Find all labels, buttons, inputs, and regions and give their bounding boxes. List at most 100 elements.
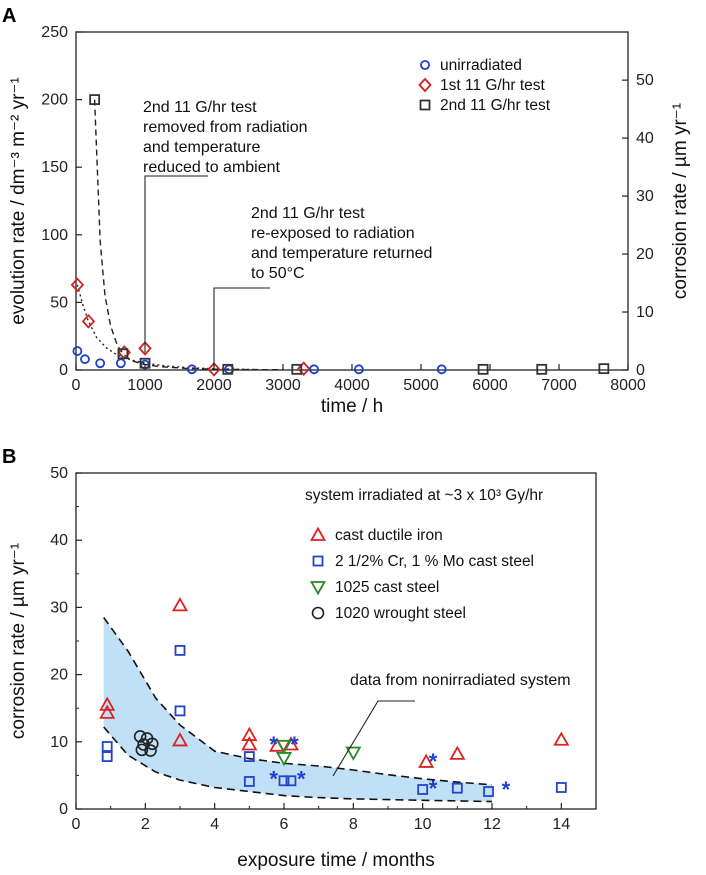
chart-b-legend-marker — [311, 606, 325, 620]
chart-b-point-square — [555, 782, 567, 793]
chart-b-point-asterisk: * — [269, 732, 278, 757]
chart-a-point-diamond — [70, 277, 85, 293]
chart-a-annotation-text: 2nd 11 G/hr test — [143, 99, 257, 116]
chart-b-point-triangle-up — [553, 731, 570, 746]
chart-a-xtick-label: 4000 — [334, 377, 370, 394]
chart-a-point-diamond — [138, 341, 152, 356]
chart-a-ytick-label: 50 — [50, 294, 68, 311]
chart-b-legend-marker — [309, 526, 327, 541]
chart-b-legend-marker — [309, 581, 327, 596]
chart-a-annotation-text: reduced to ambient — [143, 159, 281, 176]
chart-b-point-square — [101, 751, 113, 762]
chart-a-point-circle — [436, 364, 447, 375]
chart-b-point-circle-open — [135, 743, 149, 757]
chart-a-point-square — [89, 94, 101, 105]
chart-a-fit-line — [76, 284, 256, 371]
chart-b-xtick-label: 10 — [414, 816, 432, 833]
chart-a-annotation-text: and temperature — [143, 139, 261, 156]
chart-b-band-upper — [103, 617, 493, 786]
chart-a-point-square — [477, 363, 489, 375]
chart-b-legend-marker — [312, 555, 324, 567]
chart-b-point-triangle-up — [99, 696, 116, 711]
chart-b-legend-label: 2 1/2% Cr, 1 % Mo cast steel — [335, 553, 534, 570]
chart-a-point-square — [536, 363, 548, 375]
chart-b-point-circle-open — [133, 730, 147, 743]
chart-b-xtick-label: 8 — [349, 816, 358, 833]
chart-a-annotation-pointer — [144, 175, 208, 353]
chart-a-annotation-text: removed from radiation — [143, 119, 308, 136]
chart-b-point-asterisk: * — [290, 732, 299, 757]
chart-b-band-label: data from nonirradiated system — [350, 672, 571, 689]
chart-b-point-asterisk: * — [297, 766, 306, 791]
chart-a-xtick-label: 2000 — [196, 377, 232, 394]
chart-b-legend-label: 1025 cast steel — [335, 579, 439, 596]
chart-a-xlabel: time / h — [321, 396, 383, 417]
chart-b-xtick-label: 6 — [280, 816, 289, 833]
chart-a: 0 1000 2000 3000 4000 5000 6000 7000 8000 050100… — [8, 24, 691, 417]
chart-a-point-circle — [80, 354, 90, 365]
chart-a-ytick-label: 250 — [41, 24, 68, 41]
chart-b-point-asterisk: * — [429, 749, 438, 774]
chart-a-point-circle — [353, 364, 364, 375]
chart-b-point-triangle-up — [241, 736, 258, 751]
chart-a-ylabel-right: corrosion rate / µm yr⁻¹ — [670, 103, 691, 299]
chart-b-point-square — [101, 741, 113, 752]
chart-b-ytick-label: 0 — [59, 801, 68, 818]
chart-b-point-triangle-up — [449, 745, 466, 760]
chart-b-point-square — [174, 705, 186, 717]
chart-b-legend-label: 1020 wrought steel — [335, 605, 466, 622]
chart-a-y2tick-label: 0 — [636, 362, 645, 379]
chart-a-annotation-text: and temperature returned — [251, 245, 432, 262]
chart-a-frame — [75, 31, 629, 371]
chart-a-legend-marker — [419, 99, 431, 111]
chart-a-xtick-label: 6000 — [472, 377, 508, 394]
chart-b-band-lower — [103, 726, 493, 803]
chart-a-point-circle — [309, 364, 319, 375]
chart-a-annotation-text: re-exposed to radiation — [251, 225, 415, 242]
chart-a-xtick-label: 1000 — [127, 377, 163, 394]
chart-a-ylabel: evolution rate / dm⁻³ m⁻² yr⁻¹ — [8, 77, 29, 325]
chart-a-y2tick-label: 40 — [636, 130, 654, 147]
chart-a-point-square — [598, 363, 610, 375]
chart-a-point-square — [291, 363, 303, 375]
chart-a-point-square — [139, 357, 151, 369]
chart-b-xtick-label: 0 — [72, 816, 81, 833]
chart-a-point-square — [117, 348, 129, 360]
chart-a-point-diamond — [207, 361, 221, 377]
chart-a-y2tick-label: 10 — [636, 304, 654, 321]
chart-b-ytick-label: 30 — [50, 599, 68, 616]
panel-a-letter: A — [2, 5, 16, 27]
chart-b-ylabel: corrosion rate / µm yr⁻¹ — [8, 543, 29, 739]
chart-b-band-pointer — [332, 700, 415, 777]
chart-a-ytick-label: 100 — [41, 227, 68, 244]
chart-a-y2tick-label: 20 — [636, 246, 654, 263]
chart-a-xtick-label: 8000 — [610, 377, 646, 394]
chart-b-point-triangle-up — [282, 736, 299, 751]
chart-b-point-triangle-up — [171, 597, 189, 612]
chart-b-point-asterisk: * — [502, 777, 511, 802]
chart-b-legend-label: cast ductile iron — [335, 527, 443, 544]
chart-b-point-square — [278, 775, 290, 787]
chart-b-point-triangle-down — [275, 739, 293, 755]
chart-b-point-asterisk: * — [429, 776, 438, 801]
chart-b-point-triangle-up — [171, 732, 189, 747]
chart-b-xtick-label: 12 — [483, 816, 501, 833]
chart-b-point-square — [285, 775, 297, 787]
chart-a-point-diamond — [296, 361, 311, 376]
chart-a-xtick-label: 5000 — [403, 377, 439, 394]
chart-a-point-circle — [95, 358, 106, 369]
chart-b-point-circle-open — [144, 744, 157, 757]
chart-b-point-square — [243, 751, 255, 762]
chart-b-point-circle-open — [145, 737, 159, 751]
chart-b-point-asterisk: * — [269, 766, 278, 791]
chart-b-point-triangle-up — [418, 753, 435, 768]
chart-a-legend-marker — [420, 60, 430, 70]
chart-b-ytick-label: 20 — [50, 667, 68, 684]
chart-a-legend-label: unirradiated — [440, 57, 522, 74]
chart-b-band-fill — [103, 617, 492, 802]
chart-b-ytick-label: 10 — [50, 734, 68, 751]
chart-b-point-triangle-up — [241, 726, 258, 741]
chart-a-xtick-label: 0 — [72, 377, 81, 394]
chart-a-point-diamond — [81, 313, 96, 329]
